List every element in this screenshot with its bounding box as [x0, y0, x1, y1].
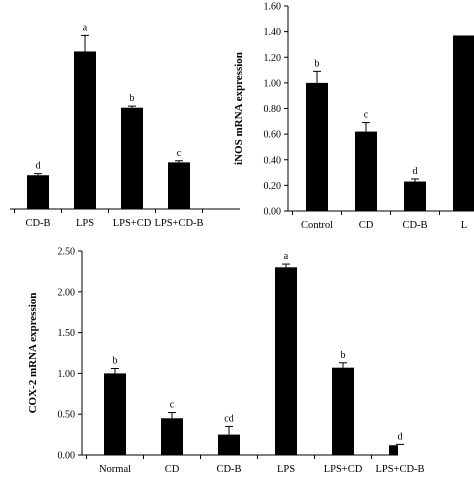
y-tick-label: 1.20 [264, 53, 282, 64]
significance-letter: b [341, 350, 346, 361]
significance-letter: c [364, 110, 369, 121]
y-tick-label: 0.00 [264, 207, 282, 218]
bar [275, 267, 297, 455]
significance-letter: b [315, 58, 320, 69]
bar [389, 445, 398, 455]
bar [104, 373, 126, 455]
y-tick-label: 0.00 [58, 451, 76, 462]
x-tick-label: Control [301, 220, 333, 231]
bar [161, 418, 183, 455]
bar [74, 51, 96, 210]
x-tick-label: LPS+CD-B [375, 464, 424, 474]
x-tick-label: LPS [76, 218, 94, 229]
significance-letter: d [398, 431, 403, 442]
bar [332, 367, 354, 455]
significance-letter: b [113, 356, 118, 367]
y-tick-label: 1.50 [58, 328, 76, 339]
x-tick-label: CD [359, 220, 374, 231]
y-tick-label: 0.60 [264, 130, 282, 141]
y-axis-title: COX-2 mRNA expression [27, 293, 39, 414]
significance-letter: c [170, 400, 175, 411]
significance-letter: a [284, 251, 289, 262]
x-tick-label: CD-B [402, 220, 427, 231]
bar [218, 434, 240, 455]
x-tick-label: CD [165, 464, 180, 474]
bar [168, 162, 190, 209]
y-tick-label: 0.40 [264, 155, 282, 166]
panel-inos-chart: 0.00 0.20 0.40 0.60 0.80 1.00 1.20 1.40 1.60 iNOS… [233, 2, 474, 231]
x-tick-label: LPS+CD-B [154, 218, 203, 229]
bar [121, 107, 143, 209]
x-tick-label: Normal [99, 464, 131, 474]
y-tick-label: 2.00 [58, 287, 76, 298]
y-tick-label: 2.50 [58, 247, 76, 258]
x-tick-label: LPS [277, 464, 295, 474]
y-tick-label: 0.20 [264, 181, 282, 192]
bar [355, 131, 377, 211]
significance-letter: cd [224, 413, 233, 424]
bar [404, 181, 426, 211]
bar [306, 82, 328, 211]
significance-letter: a [83, 22, 88, 33]
y-tick-label: 0.80 [264, 104, 282, 115]
x-tick-label: LPS+CD [113, 218, 152, 229]
significance-letter: d [413, 166, 418, 177]
y-tick-label: 1.00 [264, 78, 282, 89]
y-tick-label: 1.60 [264, 2, 282, 13]
y-axis-title: iNOS mRNA expression [233, 52, 245, 165]
x-tick-label: LPS+CD [324, 464, 363, 474]
y-tick-label: 1.00 [58, 369, 76, 380]
significance-letter: d [36, 161, 41, 172]
x-tick-label: CD-B [216, 464, 241, 474]
panel-top-left-chart: d CD-B a LPS b LPS+CD c LPS+CD-B [10, 22, 240, 229]
panel-cox2-chart: 0.00 0.50 1.00 1.50 2.00 2.50 COX-2 mRNA expre… [27, 247, 425, 476]
significance-letter: c [177, 148, 182, 159]
y-tick-label: 0.50 [58, 410, 76, 421]
x-tick-label: L [461, 220, 467, 231]
bar [453, 35, 474, 211]
y-tick-label: 1.40 [264, 27, 282, 38]
significance-letter: b [130, 93, 135, 104]
x-tick-label: CD-B [25, 218, 50, 229]
bar [27, 175, 49, 209]
